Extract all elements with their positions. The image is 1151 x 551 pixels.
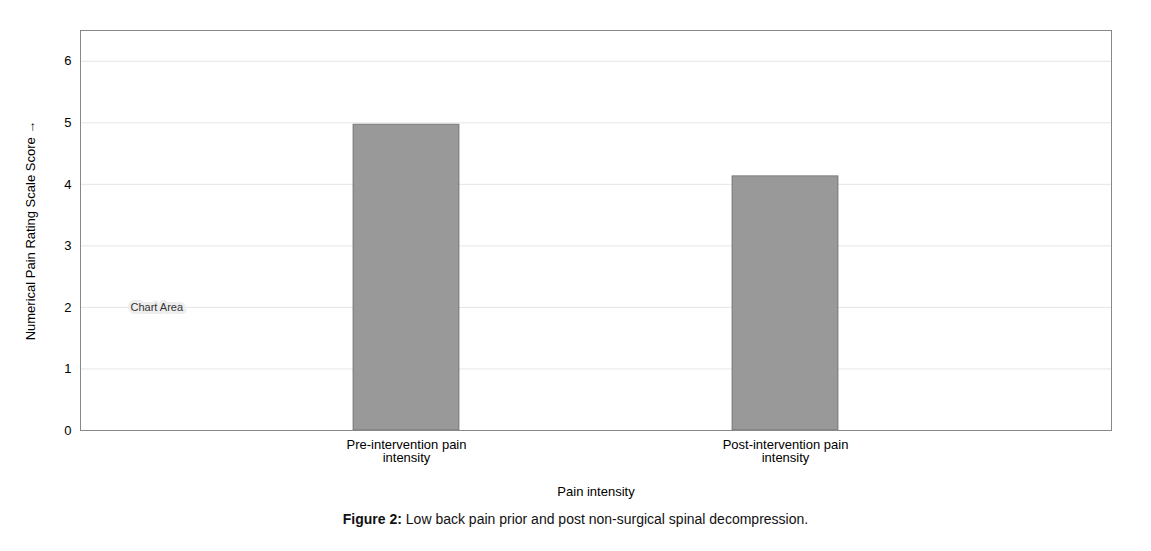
svg-text:5: 5	[64, 115, 71, 130]
svg-text:Chart Area: Chart Area	[131, 301, 184, 313]
svg-text:2: 2	[64, 300, 71, 315]
svg-text:Post-intervention painintensit: Post-intervention painintensity	[723, 437, 849, 465]
svg-text:1: 1	[64, 361, 71, 376]
svg-text:Pain intensity: Pain intensity	[557, 484, 635, 499]
svg-text:Pre-intervention painintensity: Pre-intervention painintensity	[347, 437, 467, 465]
svg-text:3: 3	[64, 238, 71, 253]
svg-text:Numerical Pain Rating Scale Sc: Numerical Pain Rating Scale Score →	[23, 121, 38, 341]
svg-text:0: 0	[64, 423, 71, 438]
svg-text:6: 6	[64, 53, 71, 68]
html-text:Figure 2: Low back pain prior: Figure 2: Low back pain prior and post n…	[342, 511, 809, 527]
svg-text:4: 4	[64, 177, 71, 192]
